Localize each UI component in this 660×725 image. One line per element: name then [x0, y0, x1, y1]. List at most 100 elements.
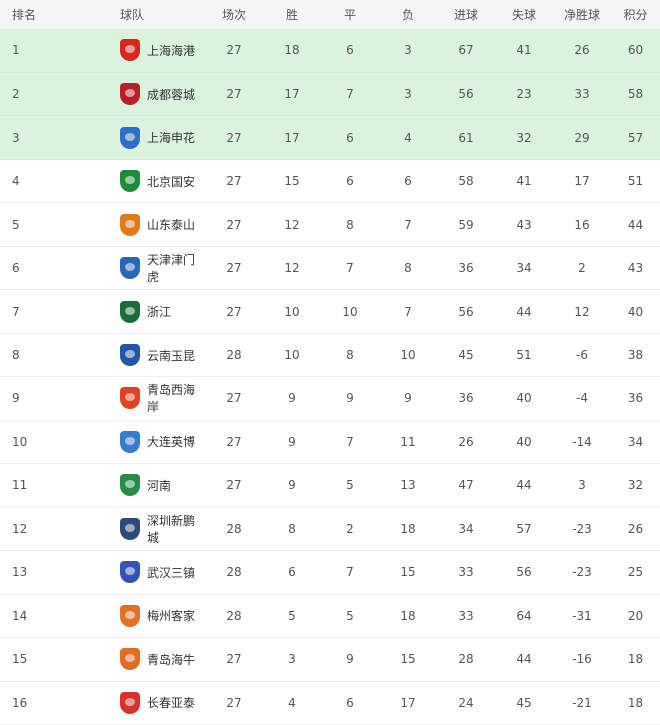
team-name[interactable]: 云南玉昆	[147, 348, 196, 363]
team-cell[interactable]: 大连英博	[60, 420, 205, 465]
table-row[interactable]: 4 北京国安 27 15 6 6 58 41 17 51	[0, 159, 660, 204]
team-name[interactable]: 山东泰山	[147, 218, 196, 233]
losses-cell: 3	[379, 72, 437, 117]
draws-cell: 2	[321, 507, 379, 552]
header-wins: 胜	[263, 0, 321, 29]
goals-against-cell: 44	[495, 463, 553, 508]
team-cell[interactable]: 武汉三镇	[60, 550, 205, 595]
team-logo-icon	[120, 691, 140, 714]
team-logo-icon	[120, 170, 140, 193]
team-cell[interactable]: 河南	[60, 463, 205, 508]
points-cell: 44	[611, 202, 660, 247]
draws-cell: 7	[321, 72, 379, 117]
team-cell[interactable]: 成都蓉城	[60, 72, 205, 117]
losses-cell: 10	[379, 333, 437, 378]
team-name[interactable]: 天津津门虎	[147, 253, 196, 285]
table-row[interactable]: 13 武汉三镇 28 6 7 15 33 56 -23 25	[0, 550, 660, 595]
table-row[interactable]: 9 青岛西海岸 27 9 9 9 36 40 -4 36	[0, 376, 660, 421]
team-name[interactable]: 青岛海牛	[147, 652, 196, 667]
team-cell[interactable]: 云南玉昆	[60, 333, 205, 378]
rank-cell: 3	[0, 115, 60, 160]
team-name[interactable]: 大连英博	[147, 435, 196, 450]
team-cell[interactable]: 北京国安	[60, 159, 205, 204]
team-name[interactable]: 上海申花	[147, 131, 196, 146]
team-cell[interactable]: 深圳新鹏城	[60, 507, 205, 552]
team-cell[interactable]: 上海申花	[60, 115, 205, 160]
team-cell[interactable]: 长春亚泰	[60, 681, 205, 725]
header-points: 积分	[611, 0, 660, 29]
played-cell: 27	[205, 463, 263, 508]
goal-diff-cell: -16	[553, 637, 611, 682]
wins-cell: 9	[263, 420, 321, 465]
team-cell[interactable]: 天津津门虎	[60, 246, 205, 291]
goals-for-cell: 28	[437, 637, 495, 682]
goal-diff-cell: 12	[553, 289, 611, 334]
table-row[interactable]: 8 云南玉昆 28 10 8 10 45 51 -6 38	[0, 333, 660, 378]
team-name[interactable]: 武汉三镇	[147, 565, 196, 580]
goals-for-cell: 56	[437, 72, 495, 117]
goal-diff-cell: -14	[553, 420, 611, 465]
team-logo-icon	[120, 387, 140, 410]
points-cell: 20	[611, 594, 660, 639]
draws-cell: 9	[321, 637, 379, 682]
rank-cell: 10	[0, 420, 60, 465]
header-row: 排名 球队 场次 胜 平 负 进球 失球 净胜球 积分	[0, 0, 660, 29]
team-name[interactable]: 梅州客家	[147, 609, 196, 624]
team-name[interactable]: 上海海港	[147, 43, 196, 58]
wins-cell: 5	[263, 594, 321, 639]
team-name[interactable]: 青岛西海岸	[147, 383, 196, 415]
played-cell: 28	[205, 550, 263, 595]
wins-cell: 6	[263, 550, 321, 595]
rank-cell: 2	[0, 72, 60, 117]
points-cell: 34	[611, 420, 660, 465]
table-row[interactable]: 5 山东泰山 27 12 8 7 59 43 16 44	[0, 202, 660, 247]
wins-cell: 10	[263, 333, 321, 378]
goals-for-cell: 34	[437, 507, 495, 552]
table-row[interactable]: 1 上海海港 27 18 6 3 67 41 26 60	[0, 29, 660, 73]
team-name[interactable]: 成都蓉城	[147, 87, 196, 102]
played-cell: 28	[205, 333, 263, 378]
table-row[interactable]: 7 浙江 27 10 10 7 56 44 12 40	[0, 289, 660, 334]
team-name[interactable]: 浙江	[147, 305, 172, 320]
rank-cell: 11	[0, 463, 60, 508]
team-logo-icon	[120, 257, 140, 280]
table-row[interactable]: 3 上海申花 27 17 6 4 61 32 29 57	[0, 115, 660, 160]
team-cell[interactable]: 上海海港	[60, 29, 205, 73]
team-name[interactable]: 长春亚泰	[147, 696, 196, 711]
rank-cell: 9	[0, 376, 60, 421]
draws-cell: 7	[321, 246, 379, 291]
table-row[interactable]: 10 大连英博 27 9 7 11 26 40 -14 34	[0, 420, 660, 465]
losses-cell: 9	[379, 376, 437, 421]
rank-cell: 5	[0, 202, 60, 247]
table-row[interactable]: 2 成都蓉城 27 17 7 3 56 23 33 58	[0, 72, 660, 117]
goals-against-cell: 51	[495, 333, 553, 378]
table-row[interactable]: 12 深圳新鹏城 28 8 2 18 34 57 -23 26	[0, 507, 660, 552]
goals-against-cell: 41	[495, 159, 553, 204]
team-cell[interactable]: 梅州客家	[60, 594, 205, 639]
table-row[interactable]: 6 天津津门虎 27 12 7 8 36 34 2 43	[0, 246, 660, 291]
table-row[interactable]: 15 青岛海牛 27 3 9 15 28 44 -16 18	[0, 637, 660, 682]
team-logo-icon	[120, 517, 140, 540]
table-row[interactable]: 11 河南 27 9 5 13 47 44 3 32	[0, 463, 660, 508]
goals-against-cell: 32	[495, 115, 553, 160]
team-logo-icon	[120, 561, 140, 584]
team-cell[interactable]: 山东泰山	[60, 202, 205, 247]
team-cell[interactable]: 青岛海牛	[60, 637, 205, 682]
rank-cell: 4	[0, 159, 60, 204]
rank-cell: 6	[0, 246, 60, 291]
team-name[interactable]: 北京国安	[147, 174, 196, 189]
table-row[interactable]: 14 梅州客家 28 5 5 18 33 64 -31 20	[0, 594, 660, 639]
team-cell[interactable]: 浙江	[60, 289, 205, 334]
header-goals-against: 失球	[495, 0, 553, 29]
team-name[interactable]: 河南	[147, 478, 172, 493]
header-goals-for: 进球	[437, 0, 495, 29]
team-name[interactable]: 深圳新鹏城	[147, 513, 196, 545]
goals-against-cell: 41	[495, 29, 553, 73]
goals-against-cell: 57	[495, 507, 553, 552]
goals-for-cell: 61	[437, 115, 495, 160]
team-cell[interactable]: 青岛西海岸	[60, 376, 205, 421]
rank-cell: 14	[0, 594, 60, 639]
team-logo-icon	[120, 83, 140, 106]
table-row[interactable]: 16 长春亚泰 27 4 6 17 24 45 -21 18	[0, 681, 660, 725]
goals-against-cell: 23	[495, 72, 553, 117]
